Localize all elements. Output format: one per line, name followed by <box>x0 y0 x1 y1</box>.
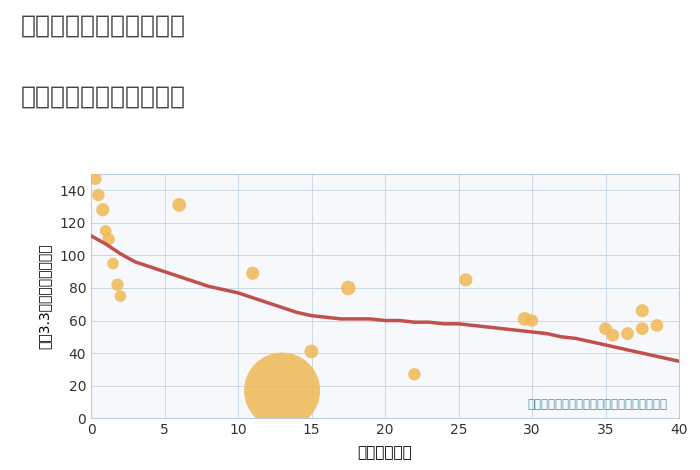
Point <box>608 331 619 339</box>
Point <box>622 330 634 337</box>
Point <box>108 260 119 267</box>
Point <box>526 317 538 324</box>
X-axis label: 築年数（年）: 築年数（年） <box>358 446 412 461</box>
Point <box>97 206 108 213</box>
Point <box>174 201 185 209</box>
Point <box>100 227 111 235</box>
Point <box>637 325 648 332</box>
Point <box>306 348 317 355</box>
Point <box>90 175 101 182</box>
Point <box>112 281 123 289</box>
Text: 奈良県生駒市南山手台の: 奈良県生駒市南山手台の <box>21 14 186 38</box>
Text: 円の大きさは、取引のあった物件面積を示す: 円の大きさは、取引のあった物件面積を示す <box>527 398 667 411</box>
Point <box>92 191 104 199</box>
Point <box>600 325 611 332</box>
Text: 築年数別中古戸建て価格: 築年数別中古戸建て価格 <box>21 85 186 109</box>
Point <box>461 276 472 283</box>
Point <box>652 321 663 329</box>
Point <box>247 269 258 277</box>
Point <box>343 284 354 292</box>
Point <box>276 387 288 394</box>
Point <box>409 370 420 378</box>
Point <box>103 235 114 243</box>
Y-axis label: 坪（3.3㎡）単価（万円）: 坪（3.3㎡）単価（万円） <box>37 243 51 349</box>
Point <box>637 307 648 314</box>
Point <box>115 292 126 300</box>
Point <box>519 315 531 323</box>
